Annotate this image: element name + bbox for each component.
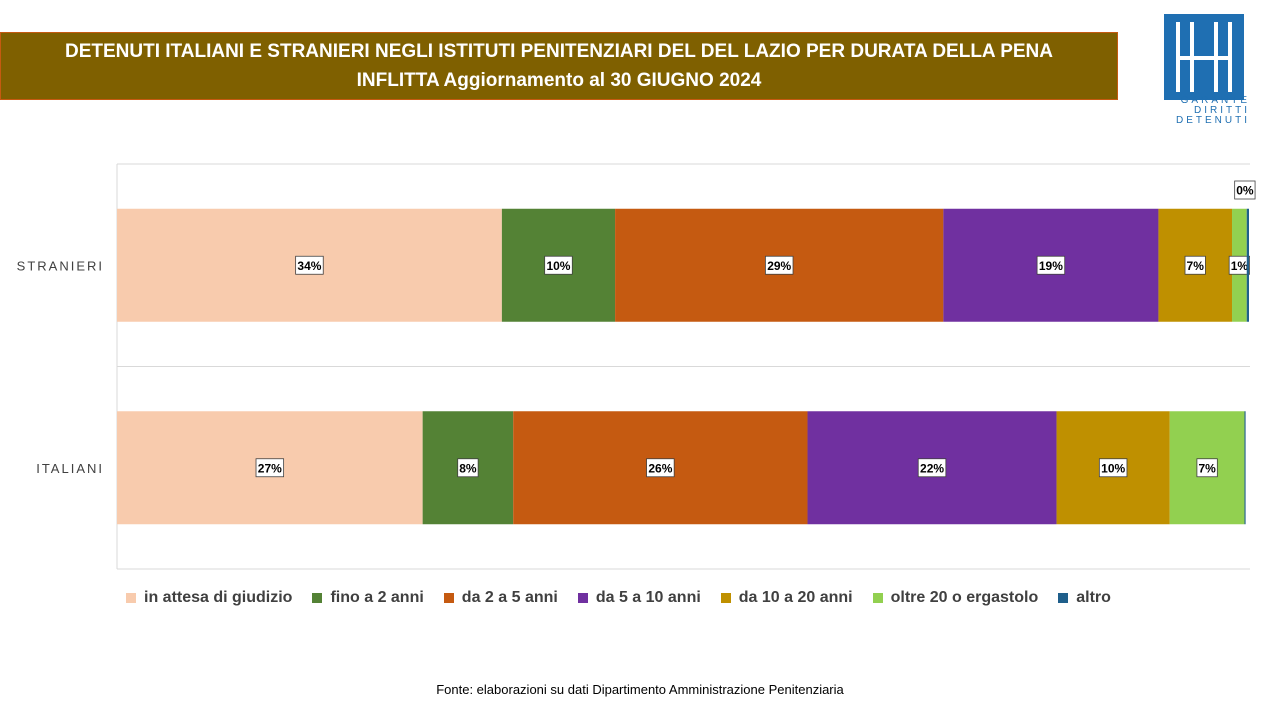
legend-label: in attesa di giudizio: [144, 589, 293, 606]
bar-segment: [1244, 411, 1246, 525]
data-label-box: [765, 255, 794, 275]
logo-mark-icon: [1164, 14, 1244, 100]
data-label: 7%: [1187, 259, 1205, 273]
data-label-box: [457, 458, 479, 478]
data-label-box: [544, 255, 573, 275]
data-label-box: [1036, 255, 1066, 275]
data-label: 1%: [1231, 259, 1249, 273]
legend-item: da 10 a 20 anni: [720, 589, 853, 607]
legend-item: da 2 a 5 anni: [443, 589, 558, 607]
garante-logo: GARANTE DIRITTI DETENUTI: [1160, 12, 1250, 130]
legend-label: da 10 a 20 anni: [738, 589, 853, 606]
data-label: 10%: [1101, 461, 1125, 475]
data-label-box: [295, 255, 324, 275]
data-label-box: [917, 458, 947, 478]
legend-swatch: [443, 593, 454, 603]
logo-text: GARANTE DIRITTI DETENUTI: [1160, 96, 1250, 126]
legend-item: in attesa di giudizio: [126, 589, 292, 607]
data-label: 0%: [1236, 184, 1254, 198]
chart-legend: in attesa di giudizio fino a 2 anni da 2…: [126, 589, 1131, 607]
data-label: 26%: [648, 461, 672, 475]
data-label: 27%: [258, 461, 282, 475]
data-label-box: [646, 458, 675, 478]
legend-item: da 5 a 10 anni: [577, 589, 701, 607]
data-label-box: [1098, 458, 1128, 478]
legend-swatch: [720, 593, 731, 603]
logo-text-line: DETENUTI: [1176, 115, 1250, 126]
bar-segment: [1246, 208, 1249, 322]
legend-swatch: [577, 593, 588, 603]
category-label: ITALIANI: [36, 461, 104, 476]
legend-swatch: [872, 593, 883, 603]
legend-label: da 5 a 10 anni: [595, 589, 701, 606]
legend-swatch: [126, 593, 136, 603]
legend-swatch: [312, 593, 323, 603]
data-label: 29%: [767, 259, 791, 273]
chart-title-banner: DETENUTI ITALIANI E STRANIERI NEGLI ISTI…: [0, 32, 1118, 100]
data-label-box: [1228, 255, 1250, 275]
legend-label: da 2 a 5 anni: [461, 589, 558, 606]
legend-item: fino a 2 anni: [312, 589, 424, 607]
legend-label: fino a 2 anni: [330, 589, 424, 606]
data-label-box: [1184, 255, 1206, 275]
data-label: 34%: [297, 259, 321, 273]
legend-label: altro: [1076, 589, 1111, 606]
data-label: 22%: [920, 461, 944, 475]
source-note: Fonte: elaborazioni su dati Dipartimento…: [436, 682, 844, 697]
data-label: 7%: [1198, 461, 1216, 475]
data-label-box: [1196, 458, 1218, 478]
chart-title-line2: INFLITTA Aggiornamento al 30 GIUGNO 2024: [356, 70, 762, 91]
legend-item: oltre 20 o ergastolo: [872, 589, 1039, 607]
data-label-box: [1234, 180, 1256, 200]
logo-text-line: DIRITTI: [1194, 105, 1250, 116]
data-label: 10%: [546, 259, 570, 273]
legend-label: oltre 20 o ergastolo: [890, 589, 1039, 606]
category-label: STRANIERI: [17, 258, 104, 273]
legend-swatch: [1058, 593, 1069, 603]
logo-text-line: GARANTE: [1180, 95, 1250, 106]
data-label: 8%: [459, 461, 477, 475]
data-label-box: [255, 458, 285, 478]
legend-item: altro: [1058, 589, 1111, 607]
chart-title-line1: DETENUTI ITALIANI E STRANIERI NEGLI ISTI…: [64, 41, 1054, 62]
data-label: 19%: [1039, 259, 1063, 273]
